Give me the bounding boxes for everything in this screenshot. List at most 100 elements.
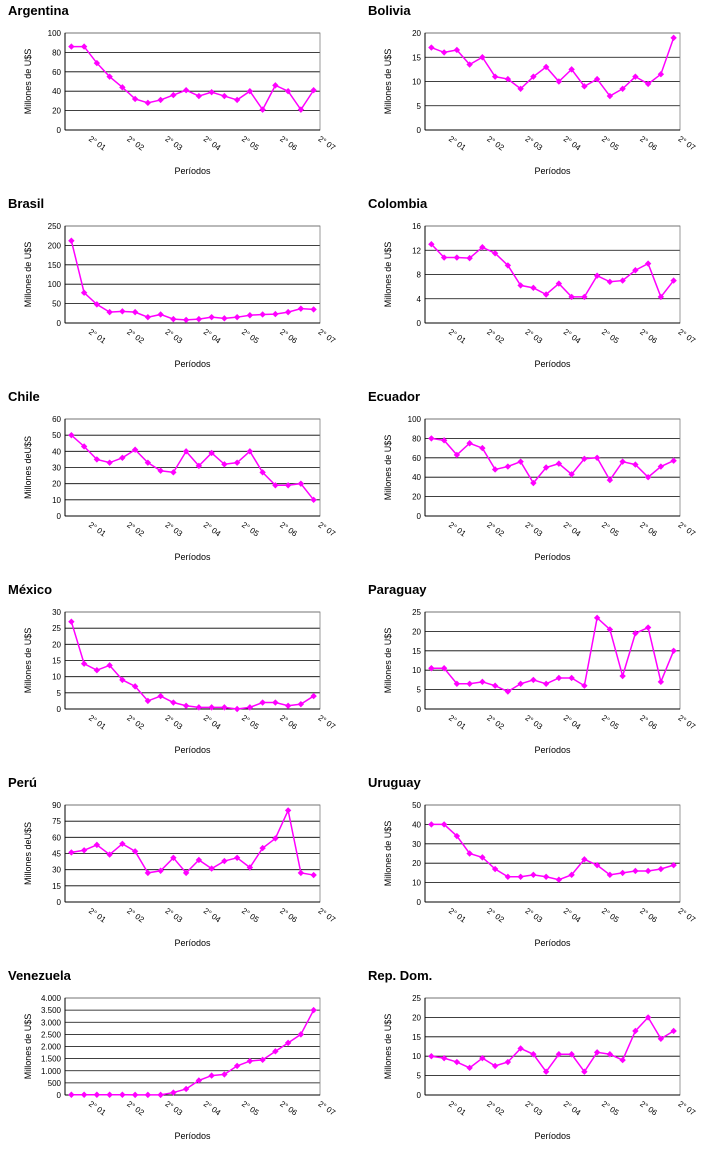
x-tick-label: 2° 02 xyxy=(485,713,506,731)
y-tick-label: 25 xyxy=(412,994,421,1003)
plot-frame xyxy=(424,418,681,517)
y-tick-label: 60 xyxy=(52,68,61,77)
data-point xyxy=(657,678,665,686)
data-point xyxy=(233,854,241,862)
data-point xyxy=(440,665,448,672)
y-axis-title: Millones de U$S xyxy=(383,628,393,694)
data-point xyxy=(297,305,305,312)
data-point xyxy=(466,254,473,262)
data-point xyxy=(119,454,126,461)
data-point xyxy=(504,262,512,269)
data-point xyxy=(491,250,499,257)
data-point xyxy=(144,869,152,877)
plot-frame xyxy=(64,32,321,131)
y-tick-label: 5 xyxy=(417,1072,422,1081)
data-point xyxy=(453,254,461,261)
data-point xyxy=(157,96,164,104)
data-point xyxy=(542,1068,550,1075)
y-tick-label: 0 xyxy=(57,319,62,328)
data-point xyxy=(221,704,228,711)
data-point xyxy=(272,82,279,89)
x-tick-label: 2° 06 xyxy=(278,327,299,345)
y-tick-label: 0 xyxy=(417,705,422,714)
data-point xyxy=(272,835,279,842)
data-point xyxy=(246,88,254,95)
data-point xyxy=(233,313,241,321)
data-point xyxy=(297,700,305,708)
x-axis-title: Períodos xyxy=(534,166,571,176)
x-tick-label: 2° 04 xyxy=(562,134,583,152)
x-tick-label: 2° 04 xyxy=(562,327,583,345)
x-tick-label: 2° 07 xyxy=(316,134,337,152)
x-axis-title: Períodos xyxy=(174,745,211,755)
data-point xyxy=(491,682,499,689)
y-axis-title: Millones deU$S xyxy=(23,436,33,499)
data-point xyxy=(440,821,448,828)
data-point xyxy=(440,1054,448,1062)
x-axis-title: Períodos xyxy=(174,1131,211,1141)
data-point xyxy=(530,284,537,292)
data-point xyxy=(221,315,228,322)
data-point xyxy=(68,1091,75,1098)
data-point xyxy=(530,479,537,487)
y-tick-label: 10 xyxy=(412,78,421,87)
y-tick-label: 200 xyxy=(48,241,62,250)
data-point xyxy=(246,864,254,871)
data-point xyxy=(517,1045,524,1052)
data-point xyxy=(479,444,486,452)
y-tick-label: 60 xyxy=(52,833,61,842)
data-point xyxy=(182,702,190,709)
data-point xyxy=(195,315,203,323)
data-point xyxy=(144,313,152,321)
x-tick-label: 2° 07 xyxy=(676,906,697,924)
x-tick-label: 2° 04 xyxy=(202,327,223,345)
y-tick-label: 0 xyxy=(417,126,422,135)
data-point xyxy=(632,461,639,468)
y-tick-label: 0 xyxy=(57,126,62,135)
data-point xyxy=(182,869,190,877)
data-point xyxy=(657,865,665,873)
y-tick-label: 20 xyxy=(412,627,421,636)
x-tick-label: 2° 04 xyxy=(202,134,223,152)
data-point xyxy=(593,272,601,279)
data-point xyxy=(272,310,279,318)
data-point xyxy=(568,471,575,478)
y-axis-title: Millones de U$S xyxy=(23,1014,33,1080)
data-point xyxy=(284,1039,292,1047)
y-axis-title: Millones de U$S xyxy=(383,821,393,887)
y-tick-label: 30 xyxy=(52,866,61,875)
data-point xyxy=(80,43,88,50)
data-point xyxy=(555,460,563,467)
data-point xyxy=(453,680,461,687)
chart-title: Brasil xyxy=(8,196,44,211)
data-point xyxy=(106,308,113,316)
x-tick-label: 2° 04 xyxy=(202,520,223,538)
data-point xyxy=(195,92,203,100)
data-point xyxy=(581,682,588,689)
data-point xyxy=(593,1049,601,1056)
x-tick-label: 2° 01 xyxy=(447,327,468,345)
data-point xyxy=(440,437,448,444)
data-point xyxy=(80,847,88,854)
x-tick-label: 2° 07 xyxy=(676,134,697,152)
data-point xyxy=(93,301,101,308)
x-tick-label: 2° 02 xyxy=(125,520,146,538)
data-point xyxy=(131,848,139,855)
data-point xyxy=(581,455,588,462)
data-point xyxy=(644,80,652,88)
x-tick-label: 2° 05 xyxy=(240,713,261,731)
y-tick-label: 20 xyxy=(412,493,421,502)
data-point xyxy=(284,807,292,814)
data-point xyxy=(208,865,215,872)
chart-title: Ecuador xyxy=(368,389,420,404)
y-tick-label: 3.000 xyxy=(41,1018,62,1027)
y-tick-label: 10 xyxy=(52,673,61,682)
data-point xyxy=(310,1006,317,1014)
data-point xyxy=(233,96,241,104)
y-tick-label: 8 xyxy=(417,271,422,280)
x-tick-label: 2° 06 xyxy=(278,1099,299,1117)
data-point xyxy=(428,435,435,442)
data-point xyxy=(221,857,228,865)
data-point xyxy=(504,873,512,880)
data-point xyxy=(657,71,665,78)
